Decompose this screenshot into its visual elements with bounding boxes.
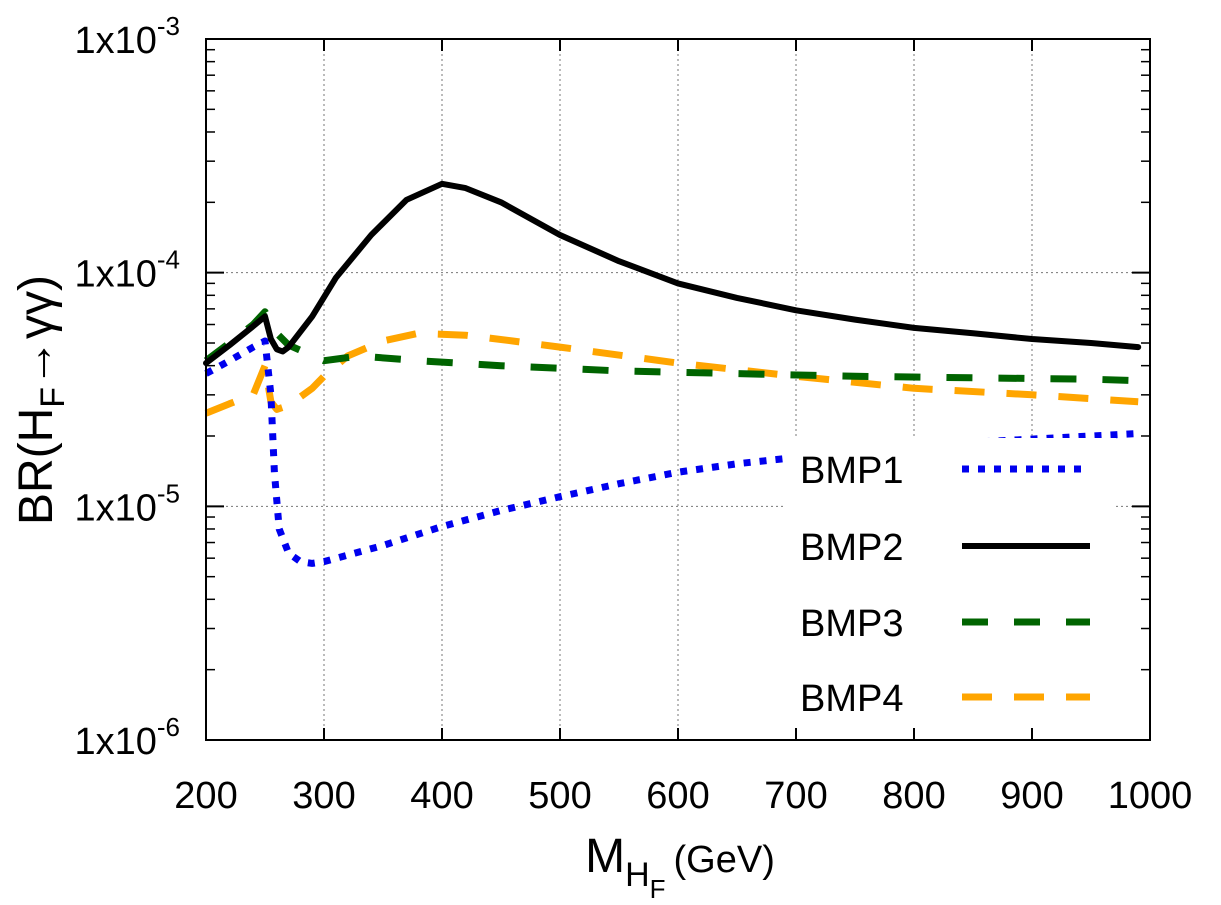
x-axis-label-unit: (GeV)	[674, 839, 775, 881]
x-tick-label: 400	[410, 775, 473, 817]
y-axis-label: BR(HF→γγ)	[10, 275, 72, 525]
legend-label-bmp2: BMP2	[800, 527, 903, 569]
axis-ticks	[205, 38, 1151, 741]
legend: BMP1 BMP2 BMP3 BMP4	[786, 438, 1116, 738]
x-axis-label-main: M	[585, 830, 625, 883]
x-tick-label: 300	[292, 775, 355, 817]
x-tick-label: 700	[764, 775, 827, 817]
legend-label-bmp1: BMP1	[800, 450, 903, 492]
x-tick-label: 800	[882, 775, 945, 817]
y-tick-label: 1x10-5	[74, 478, 180, 529]
y-tick-label: 1x10-3	[74, 11, 180, 62]
y-axis-label-suffix: →γγ)	[10, 275, 63, 387]
series-layer	[203, 180, 1142, 567]
legend-label-bmp4: BMP4	[800, 678, 903, 720]
x-tick-label: 600	[646, 775, 709, 817]
y-tick-label: 1x10-4	[74, 245, 180, 296]
x-axis-label: MHF (GeV)	[585, 830, 775, 904]
y-tick-labels: 1x10-3 1x10-4 1x10-5 1x10-6	[74, 11, 180, 763]
x-tick-label: 500	[528, 775, 591, 817]
x-tick-labels: 200 300 400 500 600 700 800 900 1000	[174, 775, 1192, 817]
y-axis-label-sub: F	[34, 387, 72, 408]
x-axis-label-sub1: H	[625, 856, 650, 894]
legend-label-bmp3: BMP3	[800, 603, 903, 645]
y-axis-label-prefix: BR(H	[10, 408, 63, 525]
series-line-bmp2	[203, 180, 1142, 367]
x-tick-label: 900	[1000, 775, 1063, 817]
x-tick-label: 1000	[1108, 775, 1193, 817]
x-tick-label: 200	[174, 775, 237, 817]
y-tick-label: 1x10-6	[74, 712, 180, 763]
x-axis-label-sub2: F	[650, 874, 666, 904]
legend-background	[786, 438, 1116, 738]
